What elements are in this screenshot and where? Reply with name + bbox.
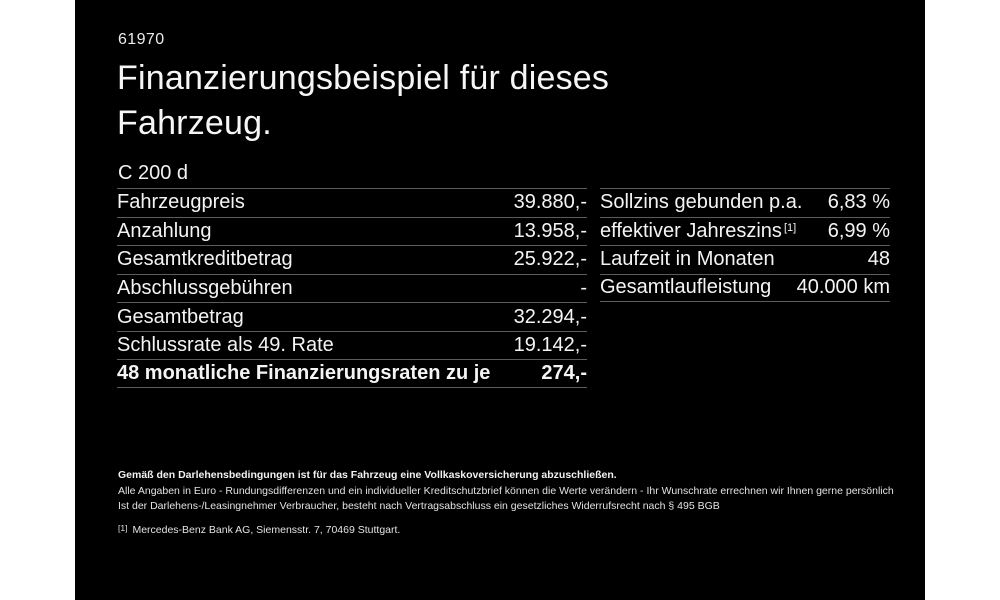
row-value: 6,83 % <box>827 191 890 214</box>
page-title-line1: Finanzierungsbeispiel für dieses <box>117 59 610 97</box>
table-row: Abschlussgebühren - <box>117 273 587 303</box>
row-label: 48 monatliche Finanzierungsraten zu je <box>117 362 490 385</box>
table-row: Laufzeit in Monaten 48 <box>600 245 890 274</box>
stock-number: 61970 <box>118 31 165 48</box>
table-row: Gesamtkreditbetrag 25.922,- <box>117 245 587 274</box>
row-label: Gesamtlaufleistung <box>600 276 771 299</box>
bank-footnote: [1] Mercedes-Benz Bank AG, Siemensstr. 7,… <box>118 521 908 539</box>
financing-amounts-table: Fahrzeugpreis 39.880,- Anzahlung 13.958,- Ge… <box>117 188 587 388</box>
row-label-text: Gesamtlaufleistung <box>600 276 772 299</box>
row-value: - <box>580 276 587 299</box>
row-value: 25.922,- <box>513 248 587 271</box>
row-label-text: Gesamtbetrag <box>117 305 244 328</box>
row-label: Gesamtbetrag <box>117 306 244 329</box>
row-label: Schlussrate als 49. Rate <box>117 334 334 357</box>
legal-footer: Gemäß den Darlehensbedingungen ist für d… <box>118 468 908 538</box>
row-value: 274,- <box>541 362 587 385</box>
row-value: 19.142,- <box>513 334 587 357</box>
row-label-text: Laufzeit in Monaten <box>600 248 775 271</box>
row-value: 39.880,- <box>513 191 587 214</box>
table-row: Fahrzeugpreis 39.880,- <box>117 188 587 217</box>
financing-conditions-table: Sollzins gebunden p.a. 6,83 % effektiver J… <box>600 188 890 303</box>
row-label: Sollzins gebunden p.a. <box>600 191 802 214</box>
row-label-text: Anzahlung <box>117 219 212 242</box>
vehicle-model: C 200 d <box>118 162 189 184</box>
row-value: 13.958,- <box>513 219 587 242</box>
row-label-text: effektiver Jahreszins <box>600 219 782 242</box>
footnote-reference: [1] <box>783 221 797 234</box>
row-label: Anzahlung <box>117 220 212 243</box>
table-row: 48 monatliche Finanzierungsraten zu je 27… <box>117 359 587 388</box>
row-value: 32.294,- <box>513 305 587 328</box>
page-title: Finanzierungsbeispiel für dieses Fahrzeug… <box>117 56 609 146</box>
table-row: Sollzins gebunden p.a. 6,83 % <box>600 188 890 217</box>
table-row: Anzahlung 13.958,- <box>117 216 587 246</box>
row-label-text: 48 monatliche Finanzierungsraten zu je <box>117 362 491 385</box>
table-row: Gesamtlaufleistung 40.000 km <box>600 273 890 303</box>
row-label-text: Schlussrate als 49. Rate <box>117 334 334 357</box>
row-label: Laufzeit in Monaten <box>600 248 775 271</box>
disclaimer-line1: Alle Angaben in Euro - Rundungsdifferenz… <box>118 484 894 497</box>
table-row: Schlussrate als 49. Rate 19.142,- <box>117 330 587 360</box>
disclaimer-line2: Ist der Darlehens-/Leasingnehmer Verbrau… <box>118 500 720 512</box>
page-title-line2: Fahrzeug. <box>117 104 272 142</box>
table-row: effektiver Jahreszins [1] 6,99 % <box>600 216 890 246</box>
footnote-text: Mercedes-Benz Bank AG, Siemensstr. 7, 70… <box>132 523 401 536</box>
row-label: effektiver Jahreszins [1] <box>600 220 796 243</box>
footnote-marker: [1] <box>118 522 128 533</box>
row-label-text: Fahrzeugpreis <box>117 191 245 214</box>
row-value: 48 <box>867 248 890 271</box>
row-label-text: Abschlussgebühren <box>117 276 293 299</box>
row-label-text: Sollzins gebunden p.a. <box>600 191 803 214</box>
row-label: Fahrzeugpreis <box>117 191 245 214</box>
row-value: 40.000 km <box>796 276 890 299</box>
row-value: 6,99 % <box>827 219 890 242</box>
insurance-note: Gemäß den Darlehensbedingungen ist für d… <box>118 469 617 481</box>
row-label-text: Gesamtkreditbetrag <box>117 248 293 271</box>
row-label: Abschlussgebühren <box>117 277 293 300</box>
row-label: Gesamtkreditbetrag <box>117 248 293 271</box>
financing-example-panel: 61970 Finanzierungsbeispiel für dieses Fa… <box>75 0 925 600</box>
table-row: Gesamtbetrag 32.294,- <box>117 302 587 331</box>
